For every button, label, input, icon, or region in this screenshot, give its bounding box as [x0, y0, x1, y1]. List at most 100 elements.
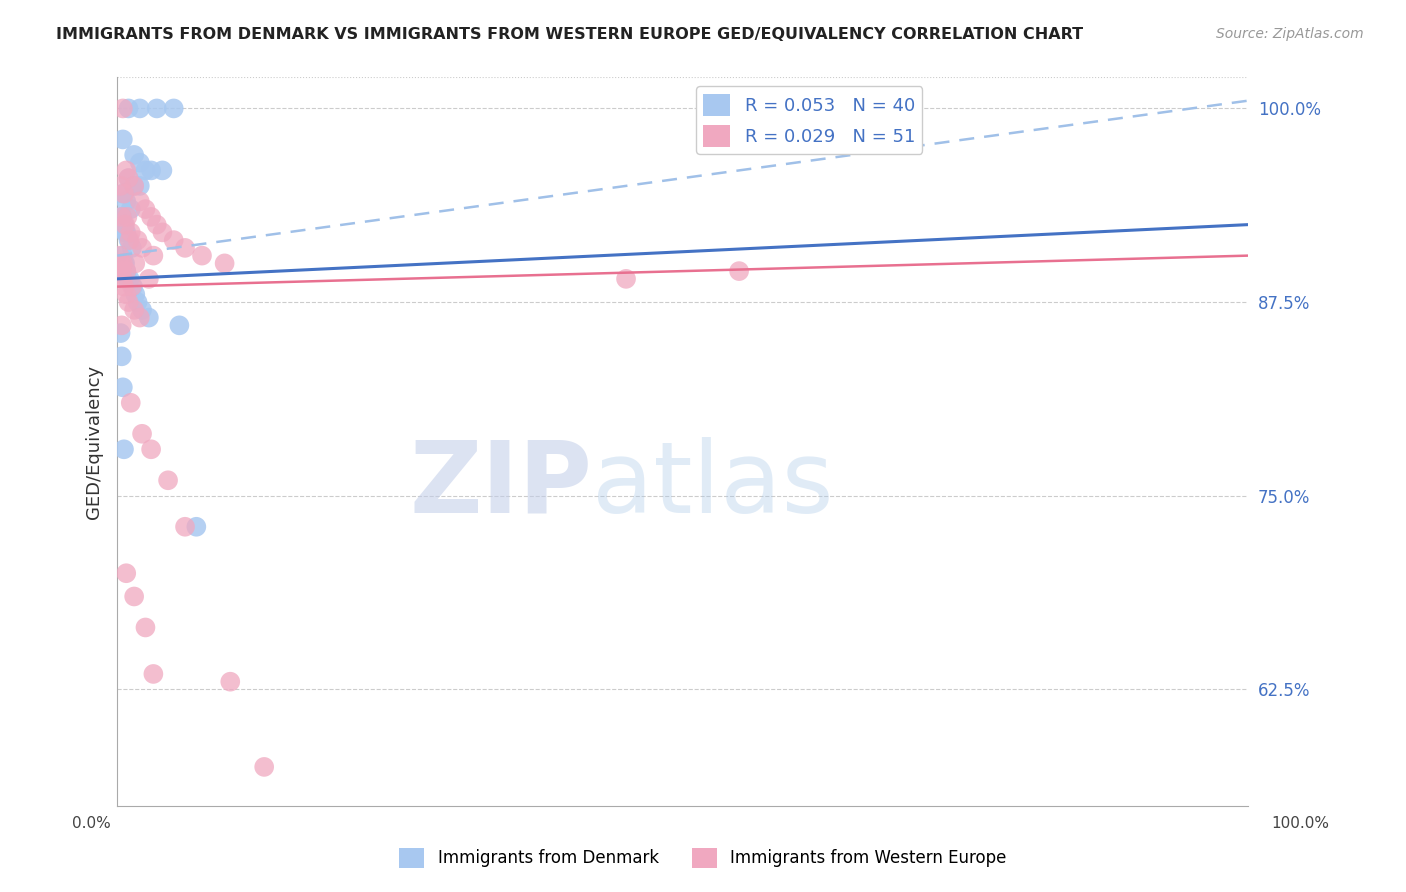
Point: [111, 210, 134, 224]
Point: [127, 295, 149, 310]
Point: [152, 163, 174, 178]
Point: [138, 272, 160, 286]
Point: [142, 667, 165, 681]
Point: [134, 620, 156, 634]
Point: [128, 178, 150, 193]
Point: [131, 426, 153, 441]
Point: [112, 256, 135, 270]
Point: [128, 155, 150, 169]
Point: [110, 326, 132, 340]
Point: [145, 102, 167, 116]
Point: [128, 194, 150, 209]
Point: [111, 318, 134, 333]
Text: 0.0%: 0.0%: [72, 816, 111, 831]
Point: [253, 760, 276, 774]
Point: [115, 566, 138, 581]
Point: [152, 226, 174, 240]
Point: [186, 520, 208, 534]
Point: [117, 102, 139, 116]
Point: [117, 171, 139, 186]
Point: [128, 102, 150, 116]
Point: [111, 210, 134, 224]
Point: [122, 178, 145, 193]
Point: [110, 178, 132, 193]
Point: [117, 210, 139, 224]
Point: [163, 233, 186, 247]
Point: [110, 256, 132, 270]
Point: [134, 163, 156, 178]
Point: [118, 233, 141, 247]
Point: [131, 302, 153, 317]
Point: [214, 256, 236, 270]
Point: [138, 310, 160, 325]
Point: [728, 264, 751, 278]
Point: [111, 132, 134, 146]
Point: [139, 163, 162, 178]
Point: [111, 102, 134, 116]
Text: IMMIGRANTS FROM DENMARK VS IMMIGRANTS FROM WESTERN EUROPE GED/EQUIVALENCY CORREL: IMMIGRANTS FROM DENMARK VS IMMIGRANTS FR…: [56, 27, 1084, 42]
Point: [121, 279, 143, 293]
Point: [115, 194, 138, 209]
Point: [174, 520, 197, 534]
Point: [111, 380, 134, 394]
Point: [122, 178, 145, 193]
Point: [614, 272, 637, 286]
Point: [124, 256, 146, 270]
Point: [142, 249, 165, 263]
Point: [139, 210, 162, 224]
Point: [114, 226, 136, 240]
Point: [114, 256, 136, 270]
Text: Source: ZipAtlas.com: Source: ZipAtlas.com: [1216, 27, 1364, 41]
Point: [115, 264, 138, 278]
Point: [120, 226, 142, 240]
Point: [117, 171, 139, 186]
Point: [111, 272, 134, 286]
Point: [122, 590, 145, 604]
Point: [139, 442, 162, 457]
Point: [169, 318, 191, 333]
Point: [115, 163, 138, 178]
Point: [117, 295, 139, 310]
Point: [112, 442, 135, 457]
Point: [163, 102, 186, 116]
Point: [122, 148, 145, 162]
Point: [157, 473, 180, 487]
Point: [128, 310, 150, 325]
Point: [115, 264, 138, 278]
Point: [112, 186, 135, 201]
Point: [115, 287, 138, 301]
Y-axis label: GED/Equivalency: GED/Equivalency: [86, 365, 103, 518]
Point: [174, 241, 197, 255]
Point: [111, 264, 134, 278]
Point: [120, 396, 142, 410]
Point: [110, 210, 132, 224]
Point: [121, 241, 143, 255]
Point: [134, 202, 156, 216]
Point: [122, 279, 145, 293]
Point: [145, 218, 167, 232]
Point: [112, 279, 135, 293]
Point: [111, 256, 134, 270]
Text: ZIP: ZIP: [409, 437, 592, 533]
Point: [108, 249, 131, 263]
Text: 100.0%: 100.0%: [1271, 816, 1330, 831]
Point: [111, 186, 134, 201]
Point: [117, 233, 139, 247]
Point: [114, 218, 136, 232]
Point: [124, 287, 146, 301]
Legend: R = 0.053   N = 40, R = 0.029   N = 51: R = 0.053 N = 40, R = 0.029 N = 51: [696, 87, 922, 154]
Point: [191, 249, 214, 263]
Point: [120, 202, 142, 216]
Point: [115, 226, 138, 240]
Point: [127, 233, 149, 247]
Text: atlas: atlas: [592, 437, 834, 533]
Point: [111, 249, 134, 263]
Point: [117, 272, 139, 286]
Point: [122, 302, 145, 317]
Point: [111, 349, 134, 363]
Point: [118, 272, 141, 286]
Point: [131, 241, 153, 255]
Legend: Immigrants from Denmark, Immigrants from Western Europe: Immigrants from Denmark, Immigrants from…: [392, 841, 1014, 875]
Point: [219, 674, 242, 689]
Point: [112, 218, 135, 232]
